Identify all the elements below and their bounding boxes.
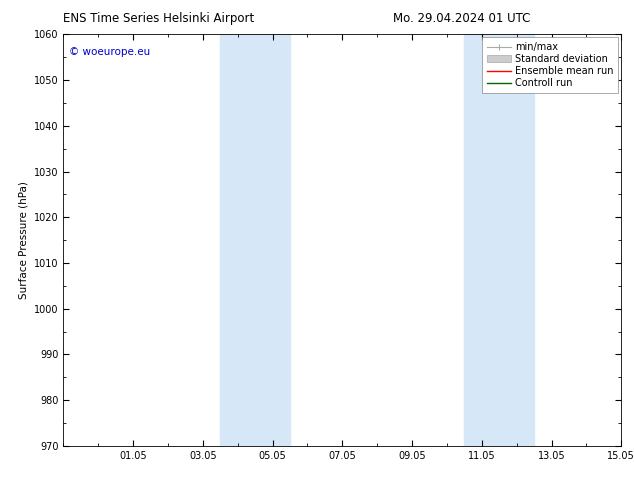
Legend: min/max, Standard deviation, Ensemble mean run, Controll run: min/max, Standard deviation, Ensemble me… bbox=[482, 37, 618, 93]
Y-axis label: Surface Pressure (hPa): Surface Pressure (hPa) bbox=[18, 181, 29, 299]
Text: © woeurope.eu: © woeurope.eu bbox=[69, 47, 150, 57]
Bar bbox=[464, 34, 534, 446]
Text: Mo. 29.04.2024 01 UTC: Mo. 29.04.2024 01 UTC bbox=[393, 12, 531, 25]
Text: ENS Time Series Helsinki Airport: ENS Time Series Helsinki Airport bbox=[63, 12, 255, 25]
Bar bbox=[221, 34, 290, 446]
